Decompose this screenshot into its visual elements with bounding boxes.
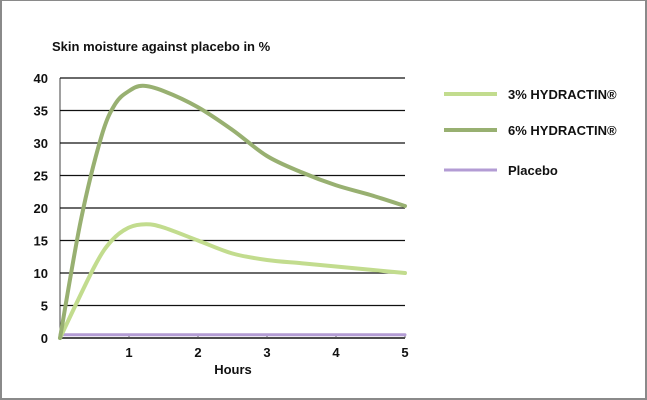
x-tick-label: 4 (332, 345, 340, 360)
x-axis-label: Hours (214, 362, 252, 377)
y-tick-label: 30 (34, 136, 48, 151)
series-line-2 (58, 83, 407, 340)
gridlines (59, 77, 405, 339)
y-axis-ticks: 0 5 10 15 20 25 30 35 40 (34, 71, 48, 346)
legend-label-3: Placebo (508, 163, 558, 178)
y-tick-label: 0 (41, 331, 48, 346)
x-tick-label: 1 (125, 345, 132, 360)
y-tick-label: 40 (34, 71, 48, 86)
x-tick-label: 2 (194, 345, 201, 360)
legend: 3% HYDRACTIN® 6% HYDRACTIN® Placebo (444, 87, 617, 178)
x-tick-label: 3 (263, 345, 270, 360)
plot-area (58, 83, 407, 340)
y-tick-label: 20 (34, 201, 48, 216)
legend-label-2: 6% HYDRACTIN® (508, 123, 617, 138)
y-tick-label: 5 (41, 299, 48, 314)
legend-label-1: 3% HYDRACTIN® (508, 87, 617, 102)
y-tick-label: 25 (34, 169, 48, 184)
y-tick-label: 10 (34, 266, 48, 281)
y-tick-label: 15 (34, 234, 48, 249)
series-line-1 (58, 222, 407, 340)
x-tick-label: 5 (401, 345, 408, 360)
y-tick-label: 35 (34, 104, 48, 119)
chart-title: Skin moisture against placebo in % (52, 39, 271, 54)
